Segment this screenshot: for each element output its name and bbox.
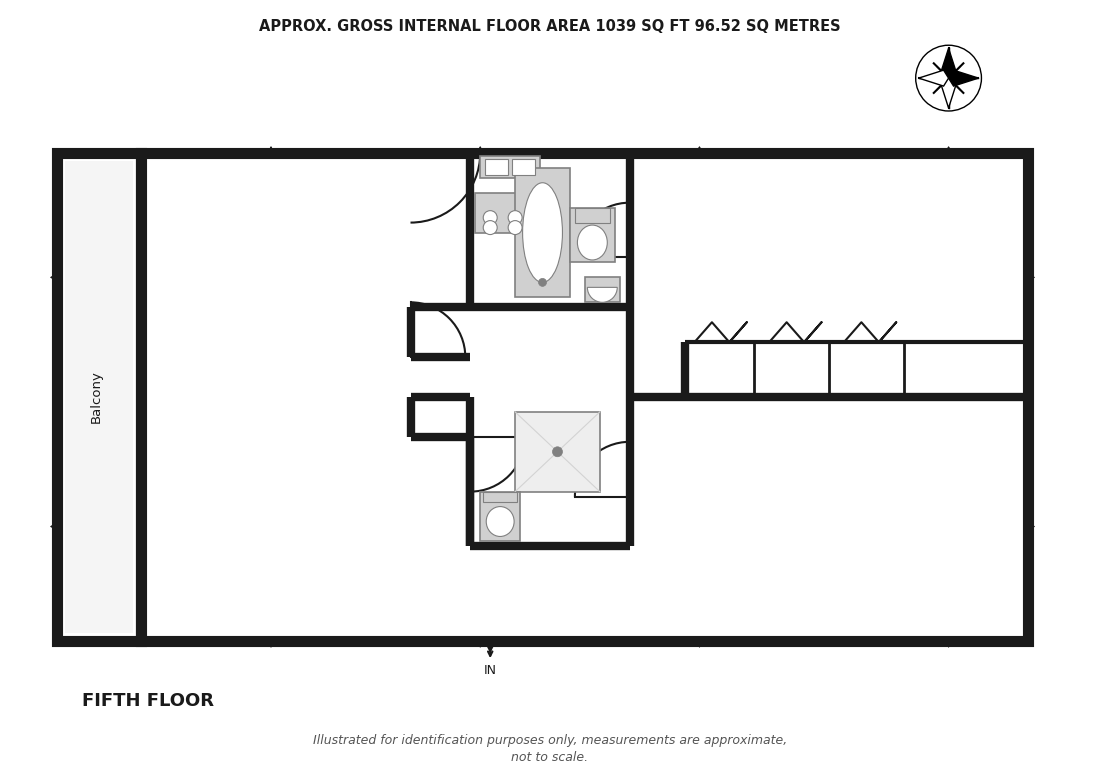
Text: APPROX. GROSS INTERNAL FLOOR AREA 1039 SQ FT 96.52 SQ METRES: APPROX. GROSS INTERNAL FLOOR AREA 1039 S… xyxy=(260,19,840,34)
Text: Bedroom 1
4.49 x 3.81m
14'9" x 12'6": Bedroom 1 4.49 x 3.81m 14'9" x 12'6" xyxy=(805,193,893,242)
Bar xyxy=(65,161,133,633)
Polygon shape xyxy=(948,70,979,86)
Polygon shape xyxy=(918,70,948,86)
Polygon shape xyxy=(940,78,957,108)
Text: Bedroom 2
4.77x 3.00m
15'8" x 9'10": Bedroom 2 4.77x 3.00m 15'8" x 9'10" xyxy=(806,512,892,561)
Text: Illustrated for identification purposes only, measurements are approximate,: Illustrated for identification purposes … xyxy=(312,734,788,747)
Circle shape xyxy=(483,211,497,225)
Bar xyxy=(515,168,570,298)
Text: IN: IN xyxy=(484,664,497,678)
Bar xyxy=(142,153,1028,641)
Bar xyxy=(57,153,142,641)
Text: FIFTH FLOOR: FIFTH FLOOR xyxy=(81,692,213,710)
Circle shape xyxy=(508,221,522,235)
Circle shape xyxy=(539,278,547,287)
Circle shape xyxy=(508,211,522,225)
Wedge shape xyxy=(587,287,617,302)
Bar xyxy=(585,277,619,302)
Bar xyxy=(513,159,535,175)
Bar xyxy=(475,193,525,232)
Circle shape xyxy=(483,221,497,235)
Circle shape xyxy=(552,447,562,457)
Bar xyxy=(515,412,600,492)
Text: Balcony: Balcony xyxy=(90,371,103,423)
Ellipse shape xyxy=(486,507,514,536)
Bar xyxy=(481,156,540,178)
Bar xyxy=(570,207,615,263)
Text: Kitchen/
Living Room
6.88 x 6.68m
22'7" x 21'11": Kitchen/ Living Room 6.88 x 6.68m 22'7" … xyxy=(233,364,329,430)
Bar xyxy=(483,492,517,502)
Polygon shape xyxy=(940,48,957,78)
Bar xyxy=(481,492,520,542)
Bar xyxy=(485,159,508,175)
Text: not to scale.: not to scale. xyxy=(512,751,588,764)
Ellipse shape xyxy=(578,225,607,260)
Ellipse shape xyxy=(522,183,562,282)
Bar xyxy=(575,207,609,222)
